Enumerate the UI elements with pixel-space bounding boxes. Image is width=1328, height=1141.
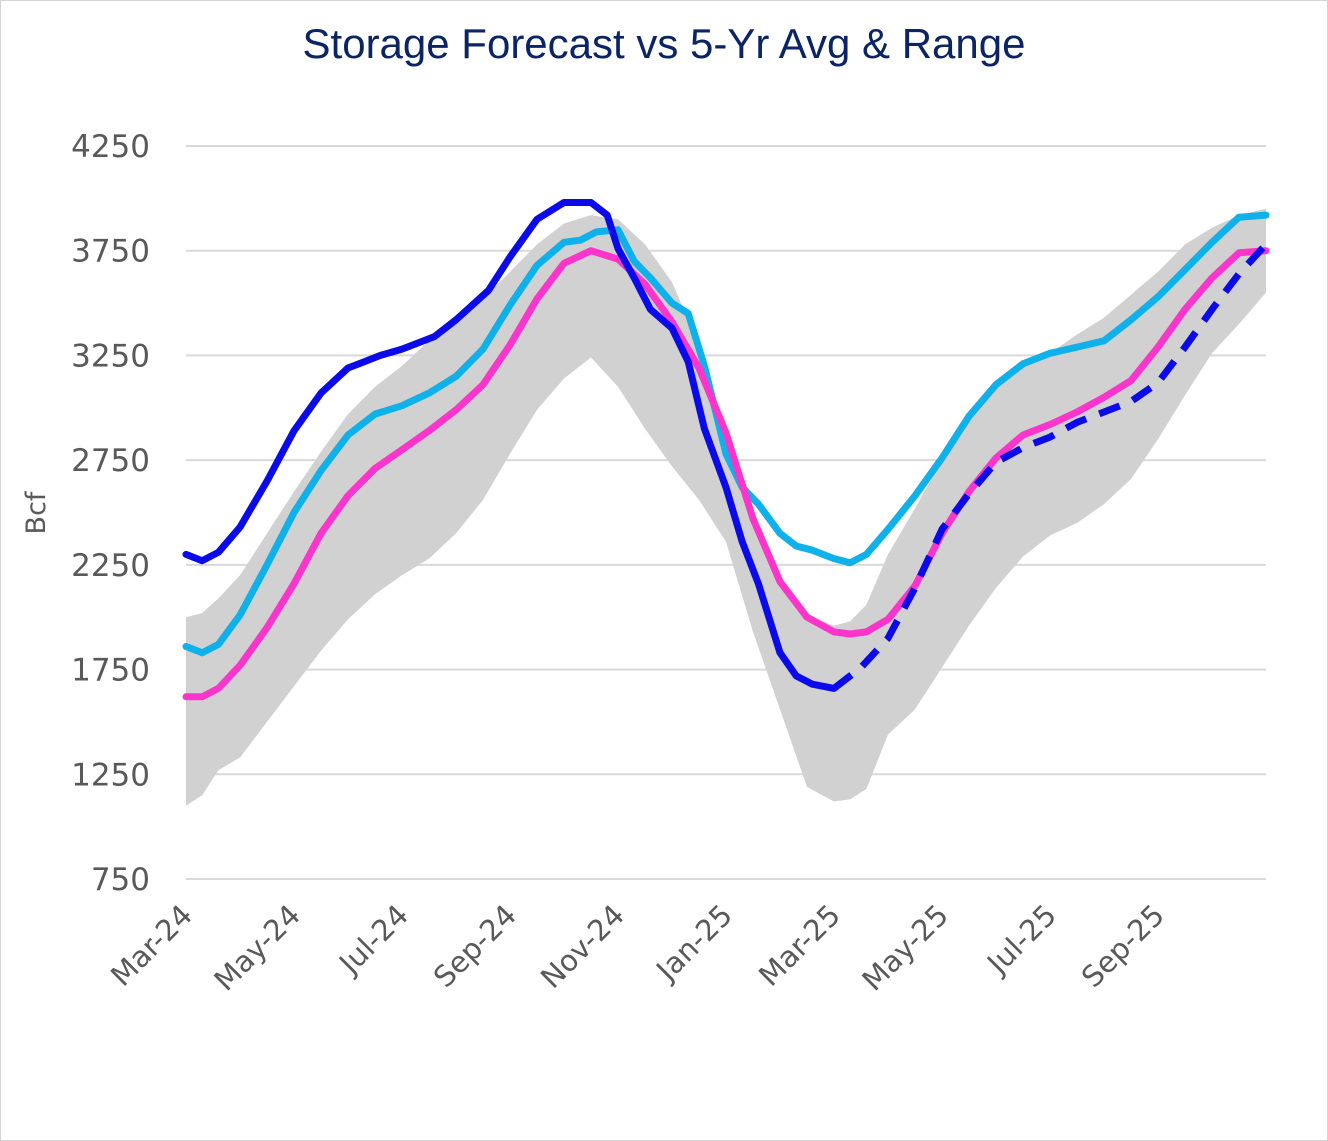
x-tick-label: May-25 <box>855 898 955 998</box>
range-band-layer <box>186 208 1266 806</box>
x-tick-label: Jul-25 <box>979 898 1063 982</box>
y-tick-label: 2250 <box>71 548 150 584</box>
y-tick-label: 2750 <box>71 443 150 479</box>
x-tick-label: Nov-24 <box>534 898 631 995</box>
y-axis-label: Bcf <box>21 490 52 534</box>
series-line-actual <box>182 199 838 692</box>
x-tick-label: May-24 <box>207 898 307 998</box>
series-line-forecast <box>831 242 1269 692</box>
x-tick-label: Sep-24 <box>427 898 523 994</box>
series-line-5-yr-avg <box>182 247 1270 701</box>
y-tick-label: 1250 <box>71 757 150 793</box>
y-tick-label: 3750 <box>71 234 150 270</box>
x-tick-label: Mar-25 <box>752 898 847 993</box>
y-tick-label: 750 <box>91 862 150 898</box>
y-axis-ticks: 750 1250 1750 2250 2750 3250 3750 4250 <box>71 129 150 898</box>
y-tick-label: 1750 <box>71 653 150 689</box>
series-lines-layer <box>182 199 1270 701</box>
x-tick-label: Mar-24 <box>104 898 199 993</box>
x-axis-ticks: Mar-24 May-24 Jul-24 Sep-24 Nov-24 Jan-25 Mar-… <box>104 898 1171 998</box>
x-tick-label: Jan-25 <box>648 898 739 989</box>
x-tick-label: Sep-25 <box>1075 898 1171 994</box>
range-band <box>186 208 1266 806</box>
y-tick-label: 4250 <box>71 129 150 165</box>
y-tick-label: 3250 <box>71 338 150 374</box>
chart-title: Storage Forecast vs 5-Yr Avg & Range <box>302 20 1026 67</box>
x-tick-label: Jul-24 <box>331 898 415 982</box>
